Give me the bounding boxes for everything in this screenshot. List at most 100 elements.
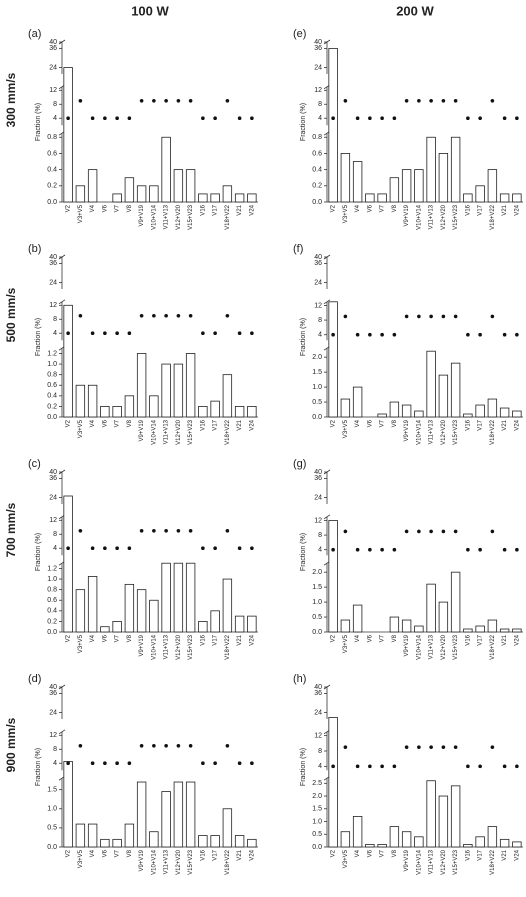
marker-dot <box>66 116 70 121</box>
x-tick-label: V12+V20 <box>441 204 447 230</box>
marker-dot <box>250 331 254 336</box>
bar <box>414 169 424 203</box>
column-title: 100 W <box>131 3 169 18</box>
marker-dot <box>78 743 83 748</box>
x-tick-label: V21 <box>502 204 508 215</box>
x-tick-label: V8 <box>392 204 398 212</box>
marker-dot <box>176 98 181 103</box>
y-tick-label: 40 <box>49 254 57 261</box>
marker-dot <box>250 116 254 121</box>
y-tick-label: 24 <box>314 494 322 501</box>
bar <box>401 619 412 633</box>
marker-dot <box>176 743 181 748</box>
bar <box>328 48 338 203</box>
bar <box>173 781 184 848</box>
marker-dot <box>188 743 193 748</box>
bar <box>389 177 400 203</box>
x-tick-label: V15+V23 <box>453 419 459 445</box>
bar <box>87 169 98 203</box>
x-tick-label: V4 <box>90 634 96 642</box>
marker-dot <box>176 313 181 318</box>
y-tick-label: 8 <box>318 748 322 755</box>
bar <box>352 386 363 418</box>
x-tick-label: V16 <box>465 419 471 430</box>
y-tick-label: 0.8 <box>312 134 322 141</box>
marker-dot <box>392 764 397 769</box>
y-tick-label: 36 <box>49 260 57 267</box>
marker-dot <box>201 116 205 121</box>
x-tick-label: V3+V5 <box>78 204 84 223</box>
bar <box>234 615 245 633</box>
bar <box>173 169 184 203</box>
x-tick-label: V12+V20 <box>176 634 182 660</box>
bar <box>328 717 338 848</box>
x-tick-label: V7 <box>380 419 386 427</box>
marker-dot <box>502 547 507 552</box>
bar <box>149 395 159 418</box>
y-tick-label: 12 <box>49 517 57 524</box>
bar <box>124 395 135 418</box>
x-tick-label: V18+V22 <box>490 634 496 660</box>
bar <box>377 193 387 203</box>
bar <box>198 193 208 203</box>
marker-dot <box>90 546 95 551</box>
bar <box>100 626 110 633</box>
bar <box>438 601 449 633</box>
bar <box>463 413 473 418</box>
axis-break <box>323 514 331 520</box>
y-tick-label: 0.8 <box>47 587 57 594</box>
y-tick-label: 12 <box>314 732 322 739</box>
marker-dot <box>225 98 230 103</box>
x-tick-label: V4 <box>90 419 96 427</box>
y-tick-label: 0.5 <box>47 825 57 832</box>
marker-dot <box>213 331 217 336</box>
marker-dot <box>188 528 193 533</box>
marker-dot <box>139 743 144 748</box>
marker-dot <box>237 116 242 121</box>
bar <box>75 185 86 203</box>
y-tick-label: 1.0 <box>312 384 322 391</box>
x-tick-label: V12+V20 <box>176 419 182 445</box>
x-tick-label: V24 <box>514 204 520 215</box>
y-tick-label: 0.6 <box>47 597 57 604</box>
bar <box>161 136 171 203</box>
bar <box>247 615 257 633</box>
y-tick-label: 2.0 <box>312 354 322 361</box>
panel-label: (c) <box>28 458 41 470</box>
marker-dot <box>213 546 217 551</box>
y-tick-label: 24 <box>314 279 322 286</box>
y-tick-label: 1.5 <box>312 369 322 376</box>
bar <box>185 169 196 203</box>
x-tick-label: V6 <box>102 419 108 427</box>
marker-dot <box>250 761 254 766</box>
bar <box>475 404 485 418</box>
x-tick-label: V7 <box>380 849 386 857</box>
y-tick-label: 40 <box>49 684 57 691</box>
x-tick-label: V11+V13 <box>429 634 435 659</box>
x-tick-label: V15+V23 <box>453 634 459 660</box>
marker-dot <box>368 332 372 337</box>
x-tick-label: V16 <box>465 204 471 215</box>
y-tick-label: 0.0 <box>47 414 57 421</box>
y-tick-label: 1.5 <box>312 584 322 591</box>
marker-dot <box>441 98 446 103</box>
y-tick-label: 0.0 <box>47 844 57 851</box>
bar <box>389 826 400 848</box>
bar <box>426 583 436 633</box>
y-tick-label: 0.4 <box>47 166 57 173</box>
y-tick-label: 4 <box>318 332 322 339</box>
marker-dot <box>343 745 348 749</box>
x-tick-label: V10+V14 <box>151 849 157 875</box>
bar <box>377 413 387 418</box>
bar <box>87 576 98 633</box>
bar <box>234 193 245 203</box>
bar <box>365 844 375 848</box>
x-tick-label: V15+V23 <box>453 204 459 230</box>
x-tick-label: V10+V14 <box>416 634 422 660</box>
marker-dot <box>466 764 470 769</box>
marker-dot <box>152 743 156 748</box>
y-tick-label: 24 <box>49 494 57 501</box>
marker-dot <box>331 332 335 337</box>
x-tick-label: V6 <box>367 849 373 857</box>
x-tick-label: V6 <box>367 419 373 427</box>
